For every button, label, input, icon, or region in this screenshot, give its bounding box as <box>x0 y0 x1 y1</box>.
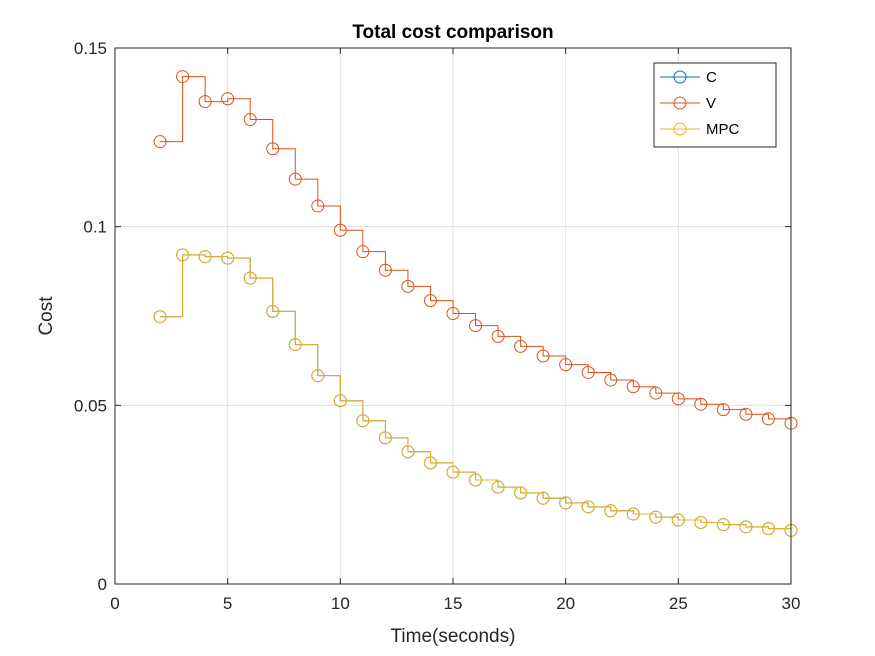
data-point <box>198 250 212 264</box>
data-point <box>423 294 437 308</box>
series-line-mpc <box>160 254 792 531</box>
data-point <box>716 518 730 532</box>
legend-label-c: C <box>706 69 717 86</box>
y-tick-label: 0.1 <box>83 218 107 237</box>
data-point <box>536 349 550 363</box>
x-tick-label: 10 <box>331 594 350 613</box>
data-point <box>536 491 550 505</box>
legend-marker-v <box>673 96 687 110</box>
data-point <box>469 319 483 333</box>
data-point <box>311 199 325 213</box>
data-point <box>446 465 460 479</box>
data-point <box>311 369 325 383</box>
y-tick-label: 0 <box>98 575 107 594</box>
data-point <box>266 142 280 156</box>
data-point <box>243 112 257 126</box>
data-point <box>649 510 663 524</box>
chart-title: Total cost comparison <box>352 22 553 43</box>
data-point <box>288 338 302 352</box>
data-point <box>649 386 663 400</box>
data-point <box>288 172 302 186</box>
data-point <box>221 251 235 265</box>
data-point <box>176 70 190 84</box>
x-tick-label: 0 <box>110 594 119 613</box>
data-point <box>446 306 460 320</box>
legend-label-v: V <box>706 95 716 112</box>
data-point <box>176 248 190 262</box>
x-tick-label: 5 <box>223 594 232 613</box>
data-point <box>469 473 483 487</box>
data-point <box>514 486 528 500</box>
data-point <box>243 271 257 285</box>
data-point <box>671 392 685 406</box>
data-point <box>559 496 573 510</box>
series-mpc <box>153 248 798 537</box>
data-point <box>356 245 370 259</box>
data-point <box>716 403 730 417</box>
data-point <box>333 223 347 237</box>
series-line-v <box>160 76 792 424</box>
legend-label-mpc: MPC <box>706 121 740 138</box>
data-point <box>761 522 775 536</box>
series-layer <box>153 70 798 537</box>
data-point <box>153 310 167 324</box>
data-point <box>559 358 573 372</box>
data-point <box>694 397 708 411</box>
data-point <box>739 407 753 421</box>
data-point <box>491 480 505 494</box>
data-point <box>604 373 618 387</box>
data-point <box>491 329 505 343</box>
tick-layer: 0 5 10 15 20 25 30 0 0.05 0.1 0.15 <box>74 39 801 613</box>
data-point <box>626 380 640 394</box>
data-point <box>694 516 708 530</box>
data-point <box>378 263 392 277</box>
data-point <box>221 92 235 106</box>
x-tick-label: 15 <box>444 594 463 613</box>
data-point <box>423 456 437 470</box>
data-point <box>333 394 347 408</box>
data-point <box>761 412 775 426</box>
y-tick-label: 0.15 <box>74 39 107 58</box>
data-point <box>514 339 528 353</box>
data-point <box>356 414 370 428</box>
legend-marker-mpc <box>673 122 687 136</box>
data-point <box>266 304 280 318</box>
x-tick-label: 30 <box>782 594 801 613</box>
data-point <box>378 431 392 445</box>
x-tick-label: 25 <box>669 594 688 613</box>
data-point <box>739 520 753 534</box>
x-tick-label: 20 <box>556 594 575 613</box>
y-tick-label: 0.05 <box>74 396 107 415</box>
legend-marker-c <box>673 70 687 84</box>
data-point <box>198 95 212 109</box>
data-point <box>401 279 415 293</box>
data-point <box>604 504 618 518</box>
data-point <box>626 507 640 521</box>
data-point <box>153 135 167 149</box>
x-axis-label: Time(seconds) <box>391 626 516 647</box>
data-point <box>581 365 595 379</box>
data-point <box>671 513 685 527</box>
data-point <box>581 500 595 514</box>
y-axis-label: Cost <box>36 296 57 336</box>
data-point <box>401 445 415 459</box>
legend: CV MPC <box>653 62 777 148</box>
series-v <box>153 70 798 430</box>
